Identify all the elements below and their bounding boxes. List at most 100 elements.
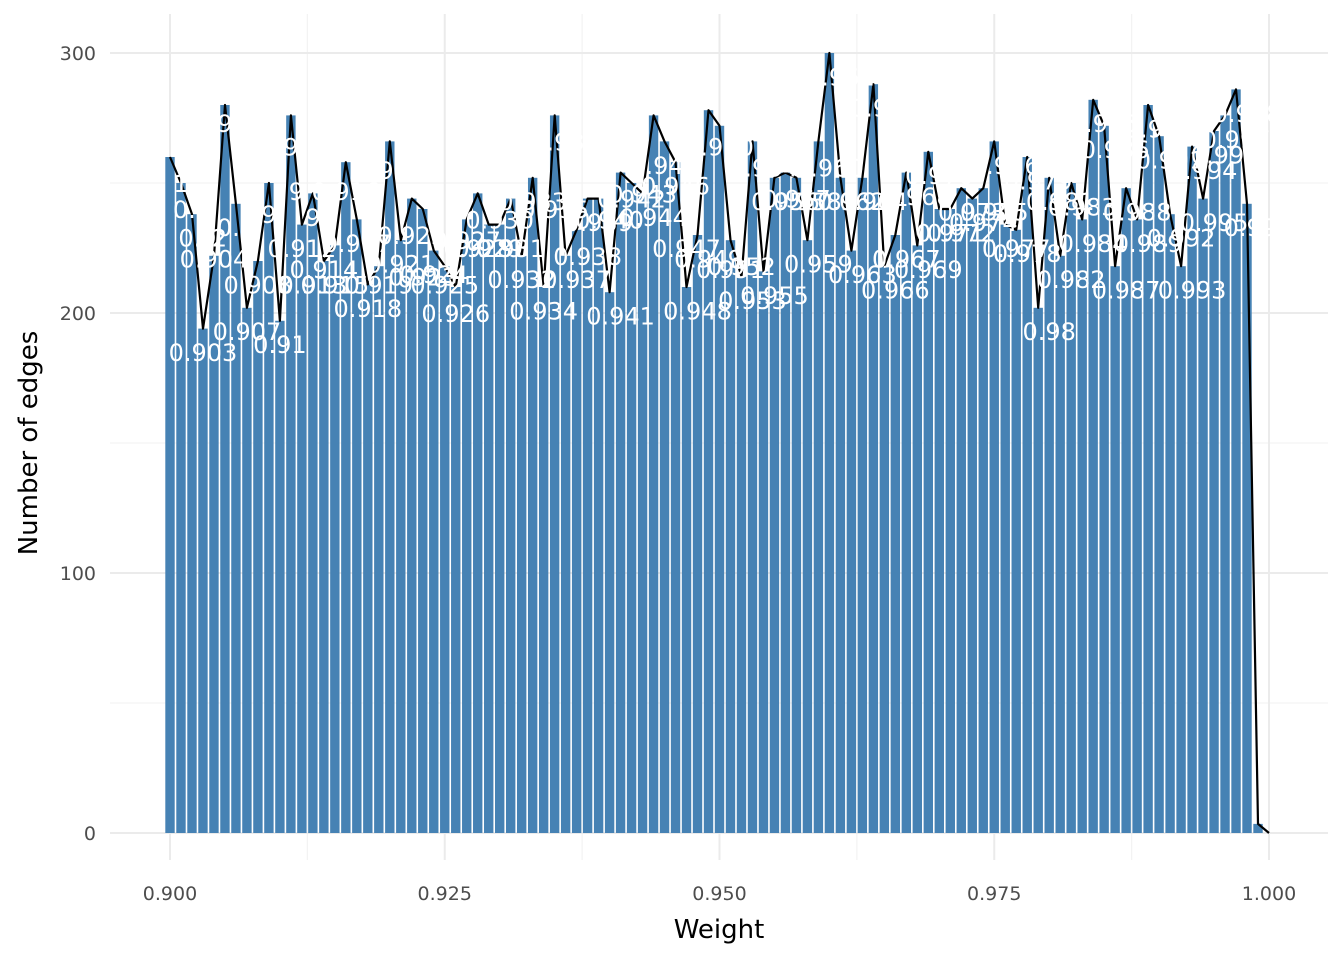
bar [231, 203, 241, 834]
bar [1022, 157, 1032, 833]
bar-value-label: 0.951 [696, 256, 765, 284]
bar-value-label: 0.929 [454, 235, 523, 263]
bar [989, 141, 999, 833]
bar-value-label: 0.914 [290, 256, 359, 284]
bar-value-label: 0.932 [487, 266, 556, 294]
bar [319, 261, 329, 833]
x-tick-label: 0.900 [143, 883, 197, 905]
bar-value-label: 9 [283, 134, 298, 162]
bar-value-label: 0.915 [300, 271, 369, 299]
bar [1143, 105, 1153, 833]
bar-value-label: 0.953 [718, 287, 787, 315]
bar-value-label: 0.975 [960, 199, 1029, 227]
bar [308, 193, 318, 833]
bar [868, 84, 879, 833]
bar-value-label: 0.971 [916, 219, 985, 247]
bar [857, 177, 868, 834]
bar-value-label: 0.973 [938, 199, 1007, 227]
bar [1110, 266, 1120, 833]
bar-value-label: 0.964 [839, 188, 908, 216]
bar [1187, 146, 1197, 834]
bar [527, 177, 538, 834]
bar-value-label: 0.981 [1026, 188, 1095, 216]
bar-value-label: 0.922 [377, 222, 446, 250]
bar [1165, 214, 1175, 833]
bar [538, 287, 549, 833]
bar-value-label: 0.930 [465, 206, 534, 234]
bar [1055, 255, 1065, 834]
bar-value-label: 0.935 [520, 196, 589, 224]
bar [1088, 99, 1098, 834]
bar [626, 183, 637, 833]
bar [637, 193, 648, 833]
bar-value-label: 0.986 [1081, 136, 1150, 164]
bar [593, 198, 604, 834]
bar [692, 235, 703, 833]
bar-value-label: 0.992 [1147, 225, 1216, 253]
bar [198, 328, 208, 833]
bar-value-label: 0.912 [268, 235, 337, 263]
bar [736, 276, 747, 834]
bar [1011, 229, 1021, 834]
bar-value-label: 0.950 [685, 134, 754, 162]
bar-value-label: 0.920 [355, 157, 424, 185]
bar-value-label: 0.999 [1224, 214, 1293, 242]
bar [242, 307, 252, 833]
bar [396, 240, 406, 833]
x-tick-label: 0.925 [418, 883, 472, 905]
bar-value-label: 0.968 [883, 183, 952, 211]
bar-value-label: 0.927 [432, 227, 501, 255]
bar [747, 141, 758, 833]
bar-value-label: 0.960 [795, 154, 864, 182]
bar [1000, 224, 1010, 834]
bar-value-label: 2 [212, 225, 227, 253]
bar-value-label: 0.972 [927, 219, 996, 247]
bar [956, 188, 966, 833]
bar-value-label: 0.941 [586, 303, 655, 331]
bar-value-label: 0.907 [213, 318, 282, 346]
bar-value-label: 0.993 [1158, 277, 1227, 305]
bar [264, 183, 274, 833]
bar-value-label: 0.963 [828, 261, 897, 289]
bar-value-label: 0.936 [531, 128, 600, 156]
bar-value-label: 0.903 [169, 339, 238, 367]
bar [615, 172, 626, 834]
bar [901, 172, 912, 834]
bar [725, 240, 736, 833]
bar-value-label: 0.954 [729, 154, 798, 182]
bar-value-label: 0.977 [982, 235, 1051, 263]
bar-value-label: 0.979 [1004, 167, 1073, 195]
bar [505, 198, 516, 834]
bar-value-label: 0.947 [652, 235, 721, 263]
bar [363, 284, 373, 833]
bar-value-label: 0.988 [1103, 199, 1172, 227]
bar [934, 209, 944, 833]
bar-value-label: 0.9 [173, 196, 211, 224]
bar-value-label: 0.982 [1037, 266, 1106, 294]
y-axis-title: Number of edges [14, 331, 44, 556]
bar [670, 162, 681, 833]
bar [187, 214, 197, 833]
bar-value-label: 0.940 [575, 206, 644, 234]
bar-value-label: 0.994 [1169, 157, 1238, 185]
bar-value-label: 0.913 [279, 271, 348, 299]
bar-value-label: 0.985 [1070, 110, 1139, 138]
bar-value-label: 0.990 [1125, 115, 1194, 143]
bar [582, 198, 593, 834]
bar-value-label: 0.998 [1213, 100, 1282, 128]
bar [890, 235, 901, 833]
bar-value-label: 0.933 [498, 188, 567, 216]
bar-value-label: 0.919 [344, 271, 413, 299]
x-tick-label: 0.975 [967, 883, 1021, 905]
bar-value-label: 0.917 [322, 230, 391, 258]
bar-value-label: 0.949 [674, 245, 743, 273]
y-tick-label: 0 [84, 823, 96, 845]
bar-value-label: 0.989 [1114, 230, 1183, 258]
bar [429, 250, 439, 834]
x-axis-ticks: 0.900 0.925 0.950 0.975 1.000 [143, 883, 1296, 905]
bar [923, 151, 934, 834]
bar-value-label: 0.928 [443, 235, 512, 263]
bar [1033, 307, 1043, 833]
bar [220, 105, 230, 833]
bar-value-label: 0.955 [740, 282, 809, 310]
